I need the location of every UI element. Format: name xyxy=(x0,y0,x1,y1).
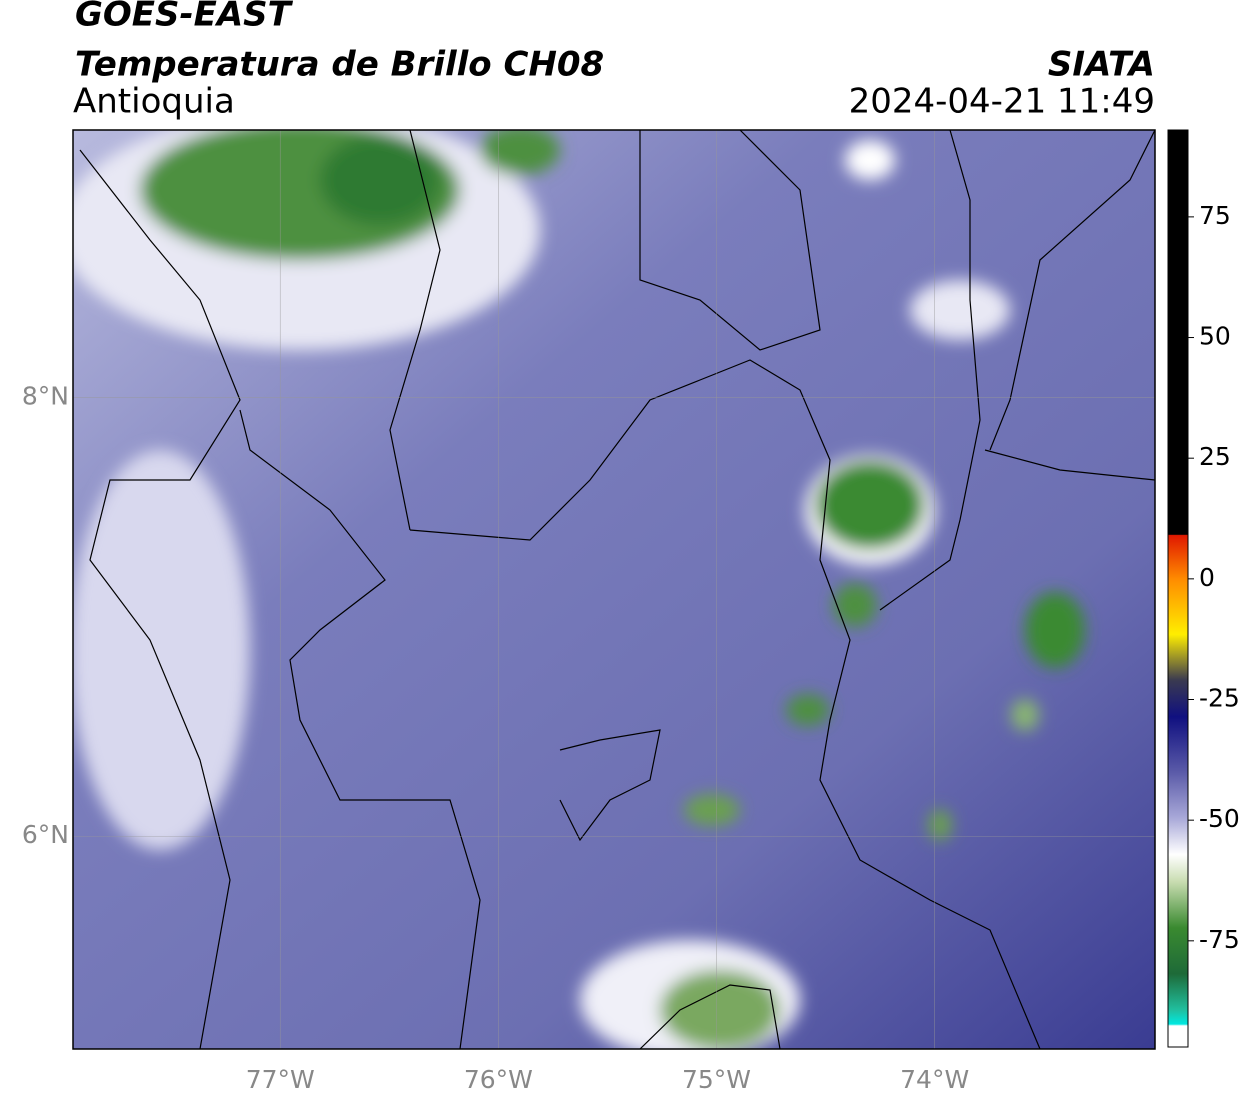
map-frame xyxy=(72,129,1156,1050)
lon-label: 77°W xyxy=(246,1065,315,1094)
satellite: GOES-EAST xyxy=(75,0,294,35)
product: Temperatura de Brillo CH08 xyxy=(75,45,604,85)
source: SIATA xyxy=(1048,45,1155,85)
timestamp: 2024-04-21 11:49 xyxy=(849,82,1155,122)
colorbar-tick-label: -25 xyxy=(1199,684,1240,713)
colorbar-tick-label: 25 xyxy=(1199,442,1231,471)
imagery xyxy=(73,130,1155,1049)
colorbar-tick-label: -50 xyxy=(1199,804,1240,833)
lon-label: 74°W xyxy=(900,1065,969,1094)
region: Antioquia xyxy=(73,82,235,122)
colorbar xyxy=(1167,129,1189,1048)
lon-label: 75°W xyxy=(682,1065,751,1094)
colorbar-tick-label: -75 xyxy=(1199,925,1240,954)
colorbar-tick-label: 75 xyxy=(1199,201,1231,230)
colorbar-tick-label: 50 xyxy=(1199,322,1231,351)
lat-label: 8°N xyxy=(22,382,69,411)
lon-label: 76°W xyxy=(464,1065,533,1094)
lat-label: 6°N xyxy=(22,820,69,849)
colorbar-tick-label: 0 xyxy=(1199,563,1215,592)
